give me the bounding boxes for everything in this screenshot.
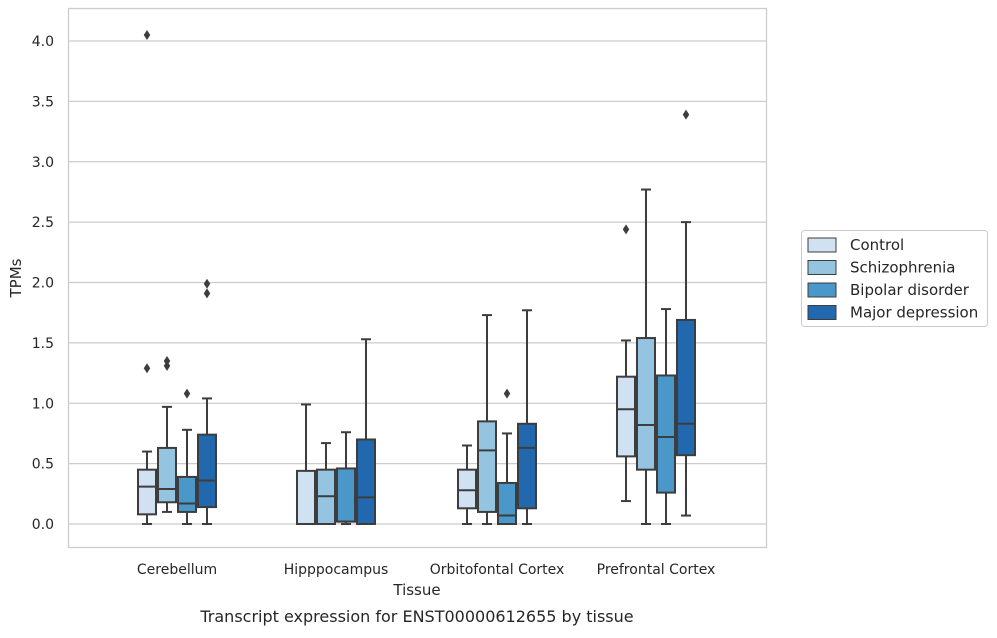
box-bipolar-disorder — [656, 308, 676, 525]
x-tick-label: Hipppocampus — [284, 562, 389, 578]
iqr-box — [636, 337, 656, 471]
outlier-point — [503, 388, 511, 399]
x-tick-label: Cerebellum — [137, 562, 217, 578]
y-tick-label: 1.0 — [32, 396, 54, 412]
legend-frame — [801, 230, 988, 327]
iqr-box — [197, 433, 217, 509]
x-tick-label: Prefrontal Cortex — [597, 562, 716, 578]
y-tick-label: 4.0 — [32, 34, 54, 50]
legend-label: Control — [850, 236, 904, 254]
iqr-box — [356, 438, 376, 526]
y-tick-label: 0.0 — [32, 517, 54, 533]
chart-caption: Transcript expression for ENST0000061265… — [199, 607, 633, 626]
outlier-point — [622, 224, 630, 235]
box-control — [616, 224, 636, 503]
box-schizophrenia — [477, 314, 497, 525]
y-tick-label: 3.5 — [32, 94, 54, 110]
y-axis-label: TPMs — [7, 258, 25, 298]
outlier-point — [203, 288, 211, 299]
legend: Control Schizophrenia Bipolar disorder Majo… — [801, 230, 988, 327]
outlier-point — [203, 278, 211, 289]
box-major-depression — [197, 278, 217, 525]
legend-label: Major depression — [850, 304, 978, 322]
box-schizophrenia — [316, 442, 336, 526]
box-schizophrenia — [636, 188, 656, 525]
iqr-box — [457, 468, 477, 510]
outlier-point — [163, 355, 171, 366]
outlier-point — [143, 363, 151, 374]
y-tick-label: 3.0 — [32, 155, 54, 171]
iqr-box — [656, 374, 676, 494]
outlier-point — [183, 388, 191, 399]
box-schizophrenia — [157, 355, 177, 513]
y-tick-label: 2.5 — [32, 215, 54, 231]
box-control — [457, 444, 477, 525]
y-tick-label: 1.5 — [32, 336, 54, 352]
box-major-depression — [517, 309, 537, 525]
iqr-box — [497, 481, 517, 526]
iqr-box — [137, 468, 157, 516]
box-bipolar-disorder — [177, 388, 197, 525]
legend-swatch — [807, 282, 837, 298]
legend-items: Control Schizophrenia Bipolar disorder Majo… — [807, 236, 978, 322]
y-tick-labels: 0.0 0.5 1.0 1.5 2.0 2.5 3.0 3.5 4.0 — [32, 34, 54, 533]
legend-label: Schizophrenia — [850, 259, 955, 277]
box-groups — [137, 29, 696, 526]
iqr-box — [177, 475, 197, 513]
box-bipolar-disorder — [336, 431, 356, 525]
legend-swatch — [807, 305, 837, 320]
iqr-box — [336, 467, 356, 523]
x-tick-labels: Cerebellum Hipppocampus Orbitofontal Corte… — [137, 562, 715, 578]
iqr-box — [296, 469, 316, 525]
grid-lines — [68, 40, 766, 525]
iqr-box — [676, 318, 696, 457]
y-tick-label: 0.5 — [32, 457, 54, 473]
box-major-depression — [676, 109, 696, 517]
legend-swatch — [807, 260, 837, 275]
legend-swatch — [807, 237, 837, 253]
box-control — [296, 403, 316, 525]
outlier-point — [143, 29, 151, 40]
iqr-box — [616, 375, 636, 458]
x-axis-label: Tissue — [392, 581, 440, 599]
y-tick-label: 2.0 — [32, 276, 54, 292]
iqr-box — [477, 420, 497, 513]
outlier-point — [682, 109, 690, 120]
box-bipolar-disorder — [497, 388, 517, 526]
x-tick-label: Orbitofontal Cortex — [430, 562, 565, 578]
box-control — [137, 29, 157, 525]
plot-frame — [67, 7, 768, 549]
box-major-depression — [356, 338, 376, 526]
iqr-box — [157, 446, 177, 504]
iqr-box — [517, 422, 537, 510]
legend-label: Bipolar disorder — [850, 281, 970, 299]
